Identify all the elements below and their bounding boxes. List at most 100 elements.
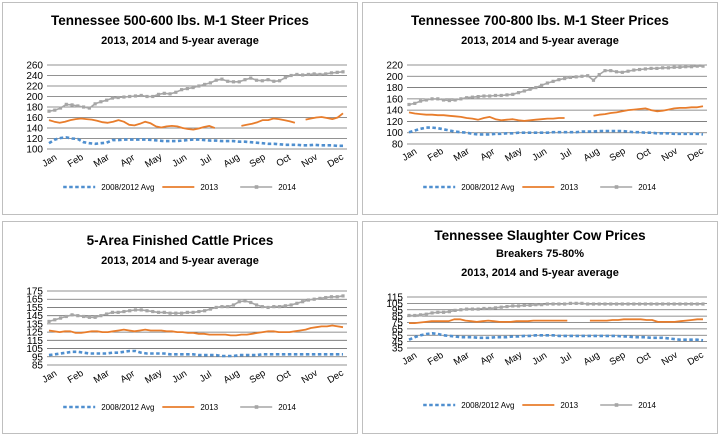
- chart-panel-slaughter-cow: Tennessee Slaughter Cow Prices Breakers 7…: [362, 221, 718, 434]
- series-line-y2014: [408, 65, 703, 106]
- series-point-y2014: [168, 92, 172, 96]
- x-tick-label: Aug: [222, 152, 242, 170]
- series-point-y2014: [545, 302, 549, 306]
- series-point-y2014: [632, 68, 636, 72]
- series-point-y2014: [81, 314, 86, 319]
- legend-label: 2014: [278, 403, 296, 412]
- x-tick-label: Mar: [92, 152, 112, 170]
- series-point-y2014: [179, 88, 184, 92]
- y-tick-label: 100: [386, 128, 403, 139]
- series-point-y2014: [174, 311, 178, 315]
- series-point-y2014: [99, 314, 103, 318]
- legend-label: 2013: [200, 403, 218, 412]
- series-point-y2014: [139, 308, 143, 312]
- series-line-y2013: [408, 105, 704, 122]
- series-point-y2014: [672, 302, 676, 306]
- legend-label: 2014: [638, 401, 656, 410]
- series-point-y2014: [591, 302, 596, 306]
- legend-marker: [254, 405, 259, 409]
- series-point-y2014: [341, 70, 345, 74]
- y-tick-label: 115: [27, 336, 43, 347]
- series-point-y2014: [283, 76, 287, 80]
- series-point-y2014: [563, 302, 567, 306]
- x-tick-label: Dec: [686, 350, 706, 368]
- x-tick-label: Oct: [634, 146, 653, 163]
- chart-subtitle: 2013, 2014 and 5-year average: [461, 267, 619, 279]
- series-point-y2014: [637, 67, 642, 72]
- series-point-y2014: [53, 318, 57, 322]
- series-point-y2014: [499, 93, 503, 98]
- series-point-y2014: [139, 93, 143, 98]
- series-point-y2014: [289, 303, 293, 307]
- series-point-y2014: [516, 304, 521, 308]
- series-point-y2014: [93, 315, 97, 319]
- series-point-y2014: [620, 302, 624, 306]
- y-tick-label: 180: [26, 103, 43, 114]
- chart-title: 5-Area Finished Cattle Prices: [87, 233, 274, 248]
- series-point-y2014: [191, 310, 195, 314]
- chart-slaughter-cow: Tennessee Slaughter Cow Prices Breakers 7…: [386, 228, 707, 410]
- series-point-y2014: [522, 89, 526, 93]
- x-tick-label: Dec: [326, 152, 346, 170]
- y-tick-label: 85: [32, 361, 44, 372]
- series-point-y2014: [626, 69, 630, 73]
- series-point-y2014: [637, 302, 642, 306]
- series-point-y2014: [243, 78, 247, 82]
- series-point-y2014: [528, 87, 532, 91]
- series-line-y2014: [48, 71, 344, 112]
- series-line-y2013: [48, 112, 344, 131]
- series-point-y2014: [260, 305, 264, 309]
- y-tick-label: 85: [392, 312, 404, 323]
- x-tick-label: Sep: [248, 368, 268, 386]
- series-point-y2014: [568, 301, 573, 305]
- y-tick-label: 95: [392, 305, 404, 316]
- series-point-y2014: [678, 302, 682, 306]
- series-point-y2014: [574, 75, 578, 79]
- x-tick-label: Jun: [170, 152, 189, 169]
- series-point-y2014: [306, 298, 311, 302]
- y-tick-label: 115: [387, 293, 403, 304]
- series-point-y2014: [424, 98, 428, 102]
- series-point-y2014: [272, 79, 276, 83]
- series-point-y2014: [214, 78, 218, 82]
- series-point-y2014: [76, 314, 80, 318]
- y-tick-label: 160: [26, 113, 43, 124]
- series-point-y2014: [272, 305, 276, 309]
- series-point-y2014: [453, 98, 457, 102]
- series-line-y2014: [409, 302, 703, 317]
- series-point-y2014: [430, 97, 434, 101]
- series-point-y2014: [499, 305, 503, 309]
- series-point-y2014: [470, 95, 475, 99]
- chart-panel-500-600-steer: Tennessee 500-600 lbs. M-1 Steer Prices 2…: [2, 2, 358, 215]
- series-point-y2014: [64, 102, 68, 106]
- series-point-y2014: [551, 79, 555, 83]
- y-tick-label: 165: [26, 295, 43, 306]
- series-point-y2014: [295, 301, 299, 305]
- series-point-y2014: [341, 294, 345, 298]
- series-point-y2014: [557, 78, 561, 82]
- series-point-y2014: [203, 309, 207, 313]
- series-point-y2014: [609, 69, 613, 73]
- series-point-y2014: [424, 312, 428, 316]
- series-point-y2014: [614, 302, 619, 306]
- series-point-y2014: [128, 309, 132, 313]
- series-point-y2014: [488, 94, 492, 98]
- x-tick-label: May: [143, 367, 164, 386]
- series-point-y2014: [324, 72, 328, 76]
- y-tick-label: 65: [392, 324, 404, 335]
- series-point-y2014: [436, 310, 440, 314]
- series-point-y2014: [168, 311, 172, 315]
- series-point-y2014: [407, 102, 411, 107]
- series-point-y2014: [661, 302, 665, 306]
- series-point-y2014: [603, 302, 607, 306]
- chart-panel-5-area-finished: 5-Area Finished Cattle Prices 2013, 2014 …: [2, 221, 358, 434]
- series-point-y2014: [254, 78, 259, 82]
- series-point-y2014: [597, 302, 601, 306]
- x-tick-label: Jul: [198, 153, 214, 169]
- series-point-y2014: [465, 307, 469, 311]
- x-tick-label: Apr: [478, 350, 496, 367]
- series-point-y2014: [459, 97, 463, 101]
- x-tick-label: Sep: [248, 152, 268, 170]
- chart-700-800-steer: Tennessee 700-800 lbs. M-1 Steer Prices 2…: [386, 13, 707, 192]
- y-tick-label: 105: [386, 299, 403, 310]
